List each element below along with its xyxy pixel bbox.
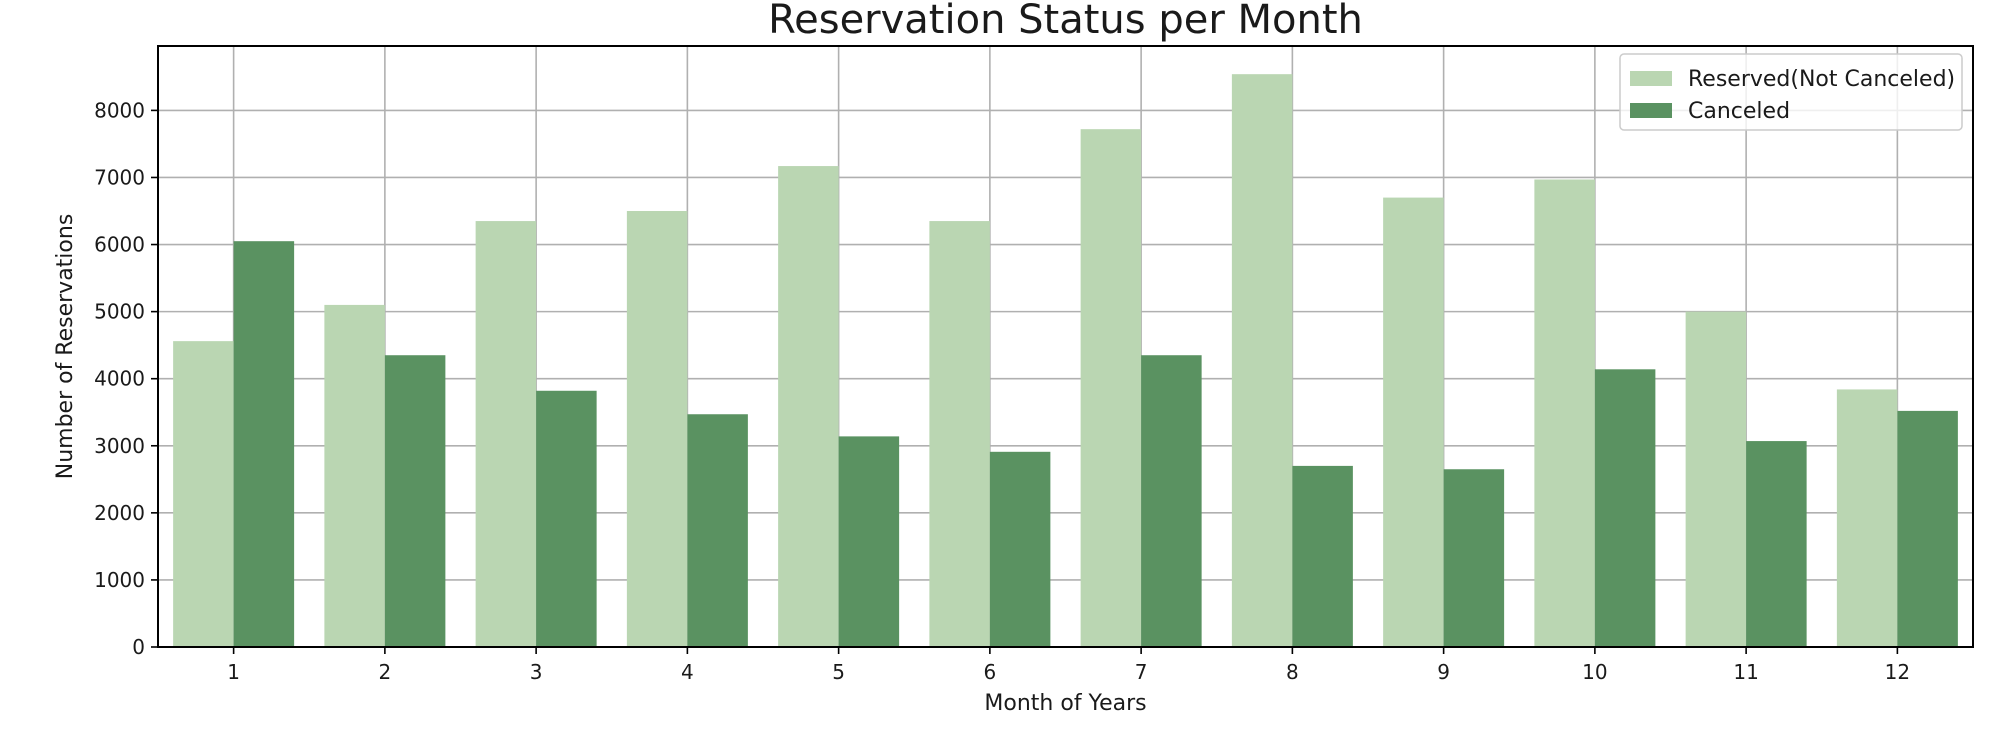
x-tick-label: 12 bbox=[1885, 660, 1910, 684]
y-tick-label: 3000 bbox=[94, 434, 145, 458]
bar-reserved bbox=[1080, 129, 1142, 648]
bar-canceled bbox=[687, 414, 748, 647]
y-tick-label: 5000 bbox=[94, 300, 145, 324]
bar-reserved bbox=[778, 166, 839, 647]
legend-label-canceled: Canceled bbox=[1688, 99, 1790, 124]
x-tick-label: 6 bbox=[984, 660, 997, 684]
y-tick-label: 7000 bbox=[94, 165, 145, 189]
x-axis-label: Month of Years bbox=[984, 691, 1146, 716]
bar-canceled bbox=[1746, 441, 1807, 647]
bar-reserved bbox=[1836, 389, 1898, 647]
x-tick-label: 4 bbox=[681, 660, 694, 684]
bar-canceled bbox=[384, 355, 446, 647]
legend-swatch-reserved bbox=[1630, 71, 1672, 86]
bar-reserved bbox=[1231, 74, 1293, 647]
x-tick-label: 9 bbox=[1437, 660, 1450, 684]
x-tick-label: 3 bbox=[530, 660, 543, 684]
bar-canceled bbox=[989, 451, 1051, 647]
y-axis-label: Number of Reservations bbox=[53, 214, 78, 480]
bar-canceled bbox=[1443, 469, 1505, 647]
y-tick-label: 1000 bbox=[94, 568, 145, 592]
bar-canceled bbox=[1594, 369, 1656, 647]
y-tick-label: 2000 bbox=[94, 501, 145, 525]
bar-reserved bbox=[324, 304, 385, 647]
bar-reserved bbox=[929, 221, 990, 647]
bar-canceled bbox=[1141, 355, 1202, 647]
x-tick-label: 8 bbox=[1286, 660, 1299, 684]
bar-canceled bbox=[536, 390, 597, 647]
bar-reserved bbox=[1383, 197, 1444, 647]
legend-label-reserved: Reserved(Not Canceled) bbox=[1688, 67, 1955, 92]
bar-canceled bbox=[1897, 410, 1958, 647]
legend-swatch-canceled bbox=[1630, 103, 1672, 118]
bar-canceled bbox=[233, 241, 295, 647]
chart-title: Reservation Status per Month bbox=[768, 0, 1363, 43]
x-tick-label: 10 bbox=[1582, 660, 1607, 684]
y-tick-label: 0 bbox=[132, 635, 145, 659]
y-tick-label: 6000 bbox=[94, 233, 145, 257]
x-tick-label: 1 bbox=[227, 660, 240, 684]
bar-canceled bbox=[1292, 465, 1353, 647]
axes-frame bbox=[157, 45, 1974, 648]
bar-reserved bbox=[173, 341, 234, 647]
y-tick-label: 4000 bbox=[94, 367, 145, 391]
bar-canceled bbox=[838, 436, 900, 647]
x-tick-label: 2 bbox=[379, 660, 392, 684]
bars-layer bbox=[173, 74, 1958, 648]
bar-reserved bbox=[1685, 311, 1747, 647]
bar-reserved bbox=[626, 211, 688, 647]
legend-box bbox=[1619, 53, 1963, 131]
x-tick-label: 11 bbox=[1733, 660, 1758, 684]
bar-reserved bbox=[475, 221, 537, 647]
x-tick-label: 7 bbox=[1135, 660, 1148, 684]
x-tick-label: 5 bbox=[832, 660, 845, 684]
y-tick-label: 8000 bbox=[94, 98, 145, 122]
bar-reserved bbox=[1534, 179, 1595, 648]
legend: Reserved(Not Canceled) Canceled bbox=[1619, 53, 1963, 131]
